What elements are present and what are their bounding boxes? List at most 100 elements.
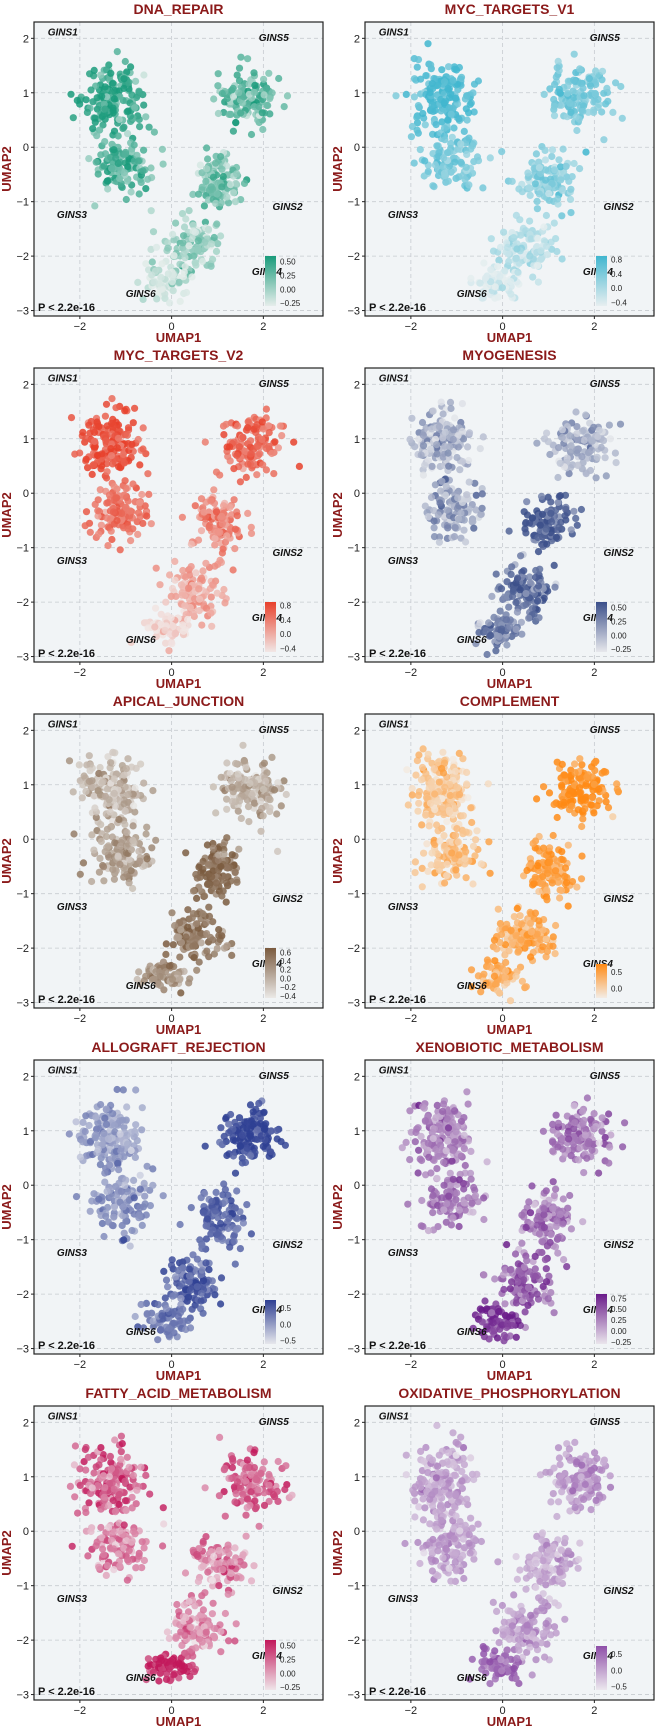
data-point — [414, 102, 422, 110]
data-point — [233, 784, 242, 792]
data-point — [142, 1211, 150, 1219]
data-point — [444, 116, 452, 124]
data-point — [469, 880, 477, 888]
data-point — [100, 877, 108, 885]
data-point — [102, 1212, 110, 1220]
data-point — [109, 79, 117, 87]
data-point — [431, 106, 439, 115]
data-point — [120, 771, 128, 779]
data-point — [79, 859, 88, 867]
y-tick-label: −3 — [347, 652, 360, 664]
data-point — [245, 818, 253, 826]
data-point — [108, 395, 116, 403]
y-tick-label: −3 — [16, 998, 29, 1010]
plot-border — [33, 713, 324, 1009]
data-point — [169, 287, 177, 295]
data-point — [223, 795, 231, 803]
data-point — [219, 172, 227, 181]
data-point — [239, 99, 247, 107]
data-point — [119, 1086, 127, 1094]
data-point — [246, 1101, 255, 1109]
data-point — [211, 562, 219, 570]
data-point — [510, 234, 518, 242]
data-point — [223, 759, 231, 767]
data-point — [258, 109, 266, 117]
data-point — [107, 69, 115, 77]
data-point — [217, 1220, 225, 1228]
data-point — [457, 140, 465, 148]
data-point — [234, 770, 242, 778]
data-point — [542, 176, 550, 184]
data-point — [532, 573, 540, 581]
data-point — [257, 1132, 265, 1140]
data-point — [438, 118, 446, 126]
data-point — [102, 1120, 111, 1128]
data-point — [461, 855, 469, 863]
data-point — [561, 864, 570, 872]
data-point — [193, 966, 201, 974]
data-point — [540, 90, 548, 98]
data-point — [563, 89, 572, 97]
plot-border — [364, 21, 655, 317]
data-point — [555, 444, 563, 452]
cluster-label: GINS5 — [259, 33, 289, 44]
data-point — [257, 797, 265, 805]
data-point — [195, 190, 203, 198]
data-point — [179, 273, 188, 281]
data-point — [490, 936, 499, 944]
data-point — [472, 836, 480, 844]
y-tick-label: 1 — [23, 434, 29, 446]
data-point — [497, 243, 505, 251]
data-point — [413, 63, 421, 71]
data-point — [534, 158, 543, 166]
data-point — [402, 90, 410, 98]
data-point — [501, 973, 509, 981]
data-point — [169, 230, 177, 238]
data-point — [491, 957, 499, 965]
data-point — [97, 71, 105, 79]
y-tick-label: −2 — [16, 251, 29, 263]
color-legend-label: 0.00 — [280, 285, 296, 294]
color-legend-bar — [596, 256, 607, 306]
umap-chart: MYOGENESISGINS1GINS5GINS3GINS2GINS4GINS6… — [331, 347, 655, 691]
data-point — [226, 181, 235, 189]
data-point — [573, 521, 581, 529]
data-point — [570, 159, 578, 168]
p-value-annotation: P < 2.2e-16 — [369, 648, 426, 660]
data-point — [179, 621, 187, 629]
data-point — [104, 753, 112, 761]
data-point — [260, 75, 268, 83]
data-point — [131, 104, 139, 112]
data-point — [260, 1108, 268, 1116]
data-point — [218, 932, 226, 940]
y-tick-label: 0 — [23, 488, 29, 500]
data-point — [100, 1232, 108, 1241]
data-point — [203, 165, 211, 173]
data-point — [212, 809, 220, 817]
data-point — [244, 509, 252, 517]
data-point — [185, 242, 193, 250]
data-point — [202, 559, 210, 567]
data-point — [417, 776, 426, 784]
data-point — [256, 1120, 264, 1128]
data-point — [231, 1169, 240, 1177]
data-point — [221, 599, 229, 607]
data-point — [491, 283, 499, 291]
data-point — [85, 1121, 93, 1130]
data-point — [131, 808, 139, 816]
data-point — [446, 791, 454, 800]
data-point — [438, 66, 446, 74]
data-point — [94, 507, 102, 515]
data-point — [223, 942, 231, 950]
data-point — [255, 1099, 263, 1107]
data-point — [104, 498, 112, 506]
data-point — [552, 235, 560, 243]
data-point — [165, 962, 174, 970]
data-point — [295, 462, 303, 470]
data-point — [98, 1141, 106, 1149]
data-point — [503, 641, 511, 649]
y-tick-label: −2 — [16, 597, 29, 609]
data-point — [112, 404, 120, 412]
data-point — [439, 748, 447, 756]
data-point — [209, 255, 217, 263]
